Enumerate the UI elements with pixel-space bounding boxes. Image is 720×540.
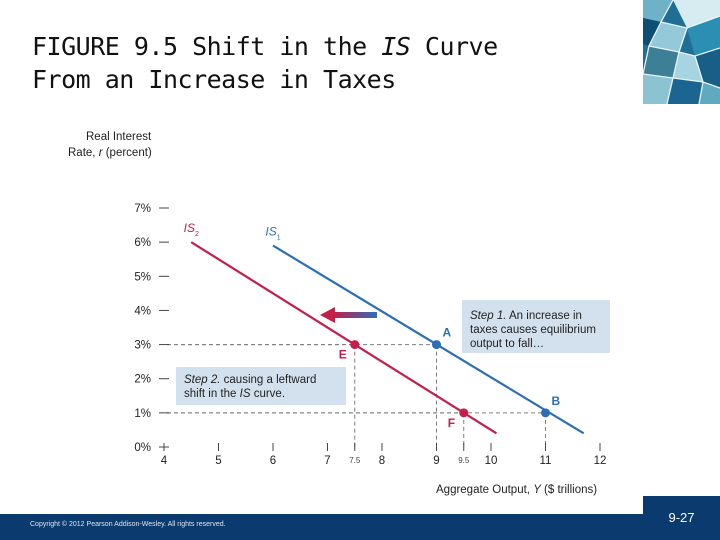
chart-axes: 0%1%2%3%4%5%6%7%4 5 6 7 8 9 10 11 127.5 9.5 bbox=[134, 203, 606, 467]
footer-bar bbox=[0, 514, 720, 540]
annotation-step-1-line-2: taxes causes equilibrium bbox=[470, 324, 596, 336]
annotation-step-2-segment: curve. bbox=[251, 388, 286, 400]
x-axis-label-pre: Aggregate Output, bbox=[436, 484, 533, 496]
y-tick-label: 3% bbox=[134, 340, 151, 352]
y-axis-label-line-2-post: (percent) bbox=[103, 147, 152, 159]
annotation-step-1-line-3: output to fall… bbox=[470, 338, 544, 350]
x-tick-label: 12 bbox=[594, 455, 607, 467]
right-margin bbox=[643, 104, 720, 540]
point-label: B bbox=[552, 394, 561, 408]
x-tick-label: 11 bbox=[540, 455, 552, 467]
chart-area: 0% 1% 2% 3% 4% 5% 6% 7% 4 5 6 7 8 9 10 11 12 7.5 9.5 IS1 IS… bbox=[30, 112, 643, 514]
title-is-italic: IS bbox=[381, 32, 411, 61]
y-axis-label-line-2-pre: Rate, bbox=[68, 147, 99, 159]
y-axis-label-r: r bbox=[99, 147, 104, 159]
y-tick-label: 5% bbox=[134, 271, 151, 283]
x-tick-label: 10 bbox=[485, 455, 498, 467]
y-axis-label-line-1: Real Interest bbox=[86, 131, 152, 143]
title-line-1-end: Curve bbox=[410, 32, 498, 61]
slide-title: FIGURE 9.5 Shift in the IS Curve From an… bbox=[32, 30, 632, 96]
annotation-box-step-2 bbox=[176, 367, 346, 405]
annotation-step-1-line-1: Step 1. An increase in bbox=[470, 310, 582, 322]
annotation-step-2-segment: shift in the bbox=[184, 388, 240, 400]
annotation-step-1-rest: An increase in bbox=[506, 310, 581, 322]
annotation-step-2-line-2: shift in the IS curve. bbox=[184, 388, 285, 400]
is-curve-chart: 0%1%2%3%4%5%6%7%4 5 6 7 8 9 10 11 127.5 9.5 IS1IS… bbox=[68, 131, 610, 496]
point-a bbox=[432, 340, 441, 350]
is-curve-label: IS2 bbox=[184, 221, 199, 238]
x-extra-tick-label: 9.5 bbox=[458, 456, 470, 465]
y-tick-label: 0% bbox=[134, 442, 151, 454]
x-tick-label: 6 bbox=[270, 455, 276, 467]
title-line-2: From an Increase in Taxes bbox=[32, 65, 396, 94]
y-tick-label: 1% bbox=[134, 408, 151, 420]
y-tick-label: 4% bbox=[134, 305, 151, 317]
point-label: F bbox=[448, 416, 455, 430]
point-label: E bbox=[339, 348, 347, 362]
copyright-text: Copyright © 2012 Pearson Addison-Wesley.… bbox=[30, 521, 226, 528]
annotation-box-step-1 bbox=[462, 300, 610, 353]
x-axis-label-post: ($ trillions) bbox=[541, 484, 597, 496]
point-e bbox=[350, 340, 360, 350]
title-line-1: FIGURE 9.5 Shift in the IS Curve bbox=[32, 30, 632, 63]
shift-arrow-body bbox=[333, 312, 377, 318]
x-tick-label: 8 bbox=[379, 455, 385, 467]
page-number: 9-27 bbox=[643, 496, 720, 540]
annotation-step-2-rest: causing a leftward bbox=[220, 374, 316, 386]
x-tick-label: 4 bbox=[161, 455, 168, 467]
title-line-1-text: FIGURE 9.5 Shift in the bbox=[32, 32, 382, 61]
y-tick-label: 6% bbox=[134, 237, 151, 249]
annotation-step-1-lead: Step 1. bbox=[470, 310, 506, 322]
chart-points: A B E F bbox=[339, 326, 561, 430]
is-curve-line bbox=[190, 241, 498, 435]
is-curve-line bbox=[272, 244, 585, 435]
annotation-step-2-line-1: Step 2. causing a leftward bbox=[184, 374, 316, 386]
is-curve-label: IS1 bbox=[265, 225, 280, 242]
x-tick-label: 9 bbox=[433, 455, 439, 467]
is-curve-label-subscript: 2 bbox=[195, 231, 199, 238]
is-curve-label-subscript: 1 bbox=[277, 235, 281, 242]
annotation-step-2-lead: Step 2. bbox=[184, 374, 220, 386]
point-b bbox=[541, 408, 550, 418]
shift-arrow-head bbox=[320, 307, 335, 323]
annotation-step-2-segment: IS bbox=[240, 388, 251, 400]
is-curve-label-text: IS bbox=[265, 225, 276, 239]
chart-annotations: Step 1. An increase in taxes causes equil… bbox=[176, 300, 610, 405]
x-axis-label-y: Y bbox=[533, 484, 542, 496]
x-tick-label: 7 bbox=[324, 455, 330, 467]
y-tick-label: 2% bbox=[134, 374, 151, 386]
y-axis-label-line-2: Rate, r (percent) bbox=[68, 147, 152, 159]
x-axis-label: Aggregate Output, Y ($ trillions) bbox=[436, 484, 597, 496]
is-curve-label-text: IS bbox=[184, 221, 195, 235]
decorative-mosaic-image bbox=[643, 0, 720, 104]
point-label: A bbox=[443, 326, 452, 340]
x-tick-label: 5 bbox=[215, 455, 221, 467]
point-f bbox=[459, 408, 469, 418]
y-tick-label: 7% bbox=[134, 203, 151, 215]
x-extra-tick-label: 7.5 bbox=[349, 456, 361, 465]
